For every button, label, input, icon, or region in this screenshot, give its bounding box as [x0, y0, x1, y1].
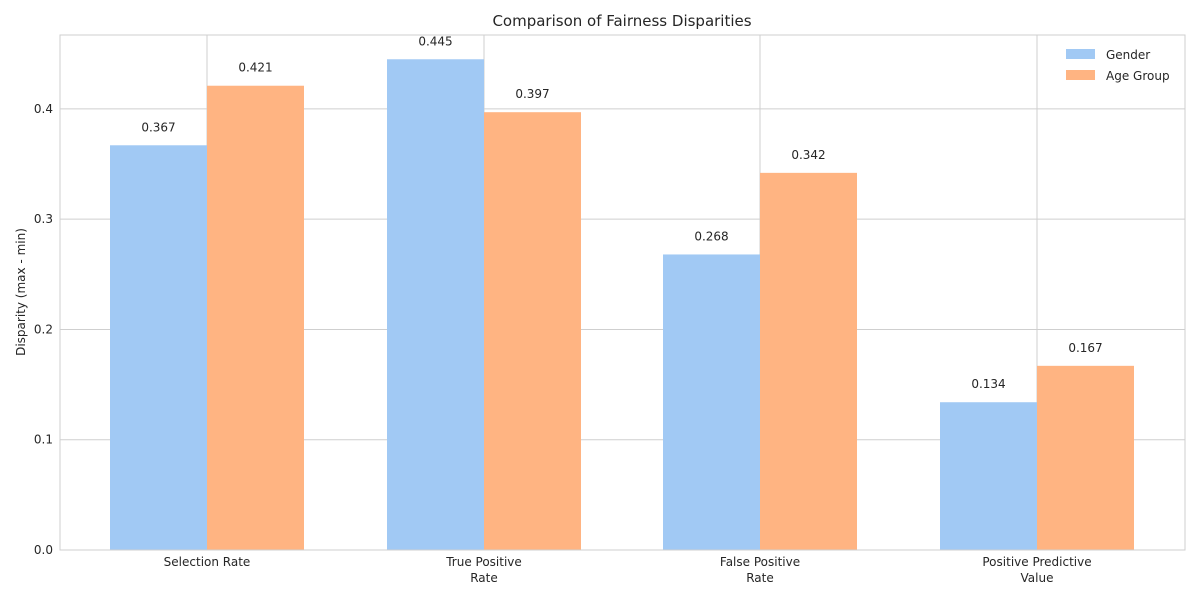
- x-tick-label: Selection Rate: [164, 555, 251, 569]
- y-tick-label: 0.4: [34, 102, 53, 116]
- y-tick-label: 0.1: [34, 433, 53, 447]
- bar-gender: [110, 145, 207, 550]
- y-axis-ticks: 0.0 0.1 0.2 0.3 0.4: [34, 102, 53, 557]
- bar-value-label: 0.421: [238, 61, 272, 75]
- legend: Gender Age Group: [1066, 48, 1170, 83]
- bar-gender: [663, 254, 760, 550]
- bar-gender: [940, 402, 1037, 550]
- y-tick-label: 0.0: [34, 543, 53, 557]
- x-axis-ticks: Selection Rate True Positive Rate False Pos…: [164, 555, 1092, 585]
- bar-age-group: [207, 85, 304, 550]
- bar-value-label: 0.268: [694, 229, 728, 243]
- y-tick-label: 0.3: [34, 212, 53, 226]
- data-labels: 0.367 0.445 0.268 0.134 0.421 0.397 0.342 0.167: [141, 34, 1102, 391]
- chart-title: Comparison of Fairness Disparities: [492, 12, 751, 30]
- plot-frame: [59, 34, 1186, 551]
- bar-value-label: 0.342: [791, 148, 825, 162]
- legend-label: Age Group: [1106, 69, 1170, 83]
- bar-age-group: [760, 172, 857, 550]
- bar-value-label: 0.367: [141, 120, 175, 134]
- x-tick-label: True Positive Rate: [445, 555, 522, 585]
- bar-value-label: 0.397: [515, 87, 549, 101]
- legend-swatch: [1066, 70, 1095, 80]
- x-tick-label: False Positive Rate: [720, 555, 800, 585]
- bar-age-group: [1037, 365, 1134, 550]
- bar-value-label: 0.134: [971, 377, 1005, 391]
- x-tick-label: Positive Predictive Value: [982, 555, 1091, 585]
- bar-value-label: 0.445: [418, 34, 452, 48]
- bar-value-label: 0.167: [1068, 341, 1102, 355]
- bar-gender: [387, 59, 484, 551]
- y-axis-label: Disparity (max - min): [14, 228, 28, 356]
- bar-age-group: [484, 112, 581, 551]
- bars: [110, 59, 1134, 551]
- y-tick-label: 0.2: [34, 322, 53, 336]
- legend-swatch: [1066, 49, 1095, 59]
- legend-label: Gender: [1106, 48, 1150, 62]
